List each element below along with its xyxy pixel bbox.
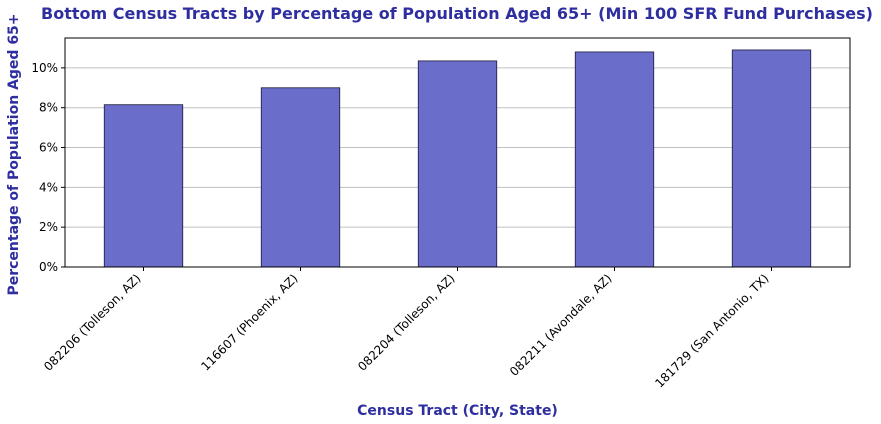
bar [574,51,655,268]
y-tick-label: 4% [39,180,58,194]
y-axis-ticks: 0% 2% 4% 6% 8% 10% [31,61,65,274]
y-tick-label: 0% [39,260,58,274]
bar [731,49,812,268]
x-axis-label: Census Tract (City, State) [357,403,558,419]
x-axis-ticks: 082206 (Tolleson, AZ) 116607 (Phoenix, AZ… [41,267,772,391]
bars [103,49,812,268]
bar [103,104,184,268]
x-tick-label: 082206 (Tolleson, AZ) [41,271,143,373]
x-tick-label: 116607 (Phoenix, AZ) [198,271,300,373]
y-tick-label: 2% [39,220,58,234]
bar [260,87,341,268]
x-tick-label: 082211 (Avondale, AZ) [507,271,615,379]
y-axis-label: Percentage of Population Aged 65+ [6,13,22,295]
y-tick-label: 8% [39,101,58,115]
bar [417,60,498,268]
chart-title: Bottom Census Tracts by Percentage of Po… [41,4,873,23]
y-tick-label: 6% [39,141,58,155]
y-tick-label: 10% [31,61,58,75]
x-tick-label: 082204 (Tolleson, AZ) [355,271,457,373]
x-tick-label: 181729 (San Antonio, TX) [652,271,771,390]
